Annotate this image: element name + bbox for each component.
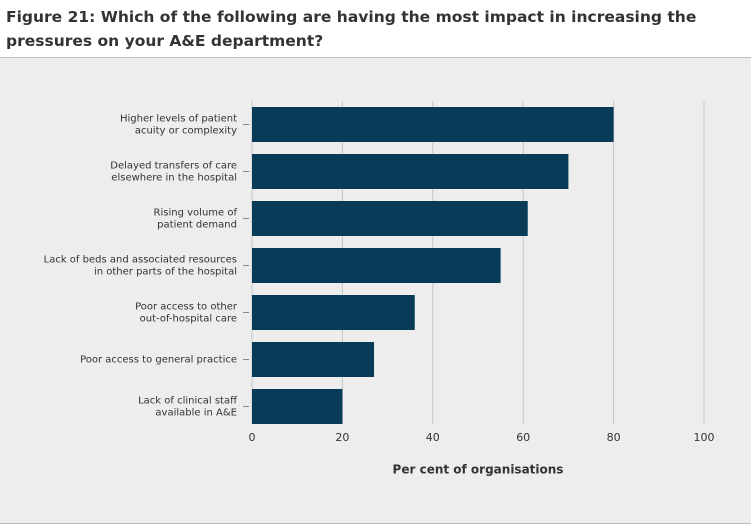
y-tick-label: Poor access to other out-of-hospital care: [135, 302, 238, 325]
x-tick-label: 60: [516, 431, 530, 444]
chart-title: Figure 21: Which of the following are ha…: [6, 8, 697, 50]
x-axis-label: Per cent of organisations: [393, 463, 564, 477]
x-tick-label: 80: [607, 431, 621, 444]
bar: [252, 342, 375, 377]
x-tick-label: 0: [249, 431, 256, 444]
x-tick-label: 100: [694, 431, 715, 444]
bar: [252, 154, 569, 189]
y-tick-label: Delayed transfers of care elsewhere in th…: [110, 161, 237, 184]
y-tick-label: Lack of beds and associated resources in …: [44, 255, 237, 278]
y-tick-label: Lack of clinical staff available in A&E: [138, 396, 238, 419]
x-tick-label: 20: [335, 431, 349, 444]
bar: [252, 248, 501, 283]
y-tick-label: Rising volume of patient demand: [154, 208, 238, 231]
bar: [252, 201, 528, 236]
x-tick-label: 40: [426, 431, 440, 444]
bar: [252, 295, 415, 330]
bar: [252, 389, 343, 424]
bar: [252, 107, 614, 142]
y-tick-label: Poor access to general practice: [80, 355, 237, 366]
y-tick-label: Higher levels of patient acuity or comple…: [120, 114, 237, 137]
